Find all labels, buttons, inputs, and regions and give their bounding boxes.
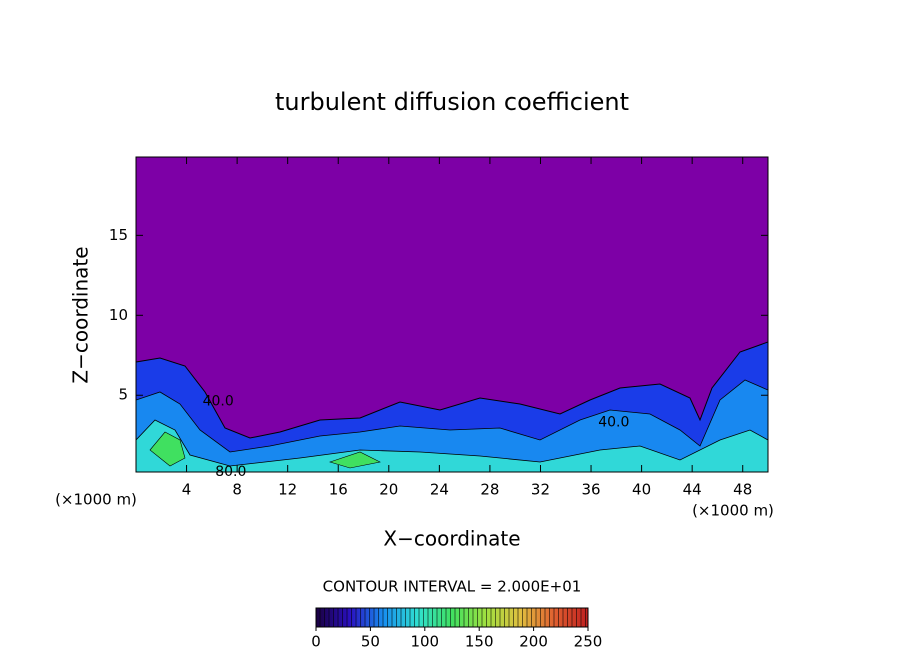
x-tick-label: 20: [379, 481, 398, 499]
colorbar-tick-label: 200: [519, 633, 548, 651]
plot-frame: [135, 156, 769, 473]
x-tick-label: 32: [531, 481, 550, 499]
colorbar-label: CONTOUR INTERVAL = 2.000E+01: [323, 578, 582, 596]
colorbar-tick-label: 50: [361, 633, 380, 651]
colorbar-frame: [315, 607, 589, 628]
contour-label: 40.0: [598, 414, 629, 430]
field-detail: [136, 341, 768, 472]
y-tick-label: 15: [109, 226, 128, 244]
x-tick-label: 16: [329, 481, 348, 499]
y-axis-label: Z−coordinate: [69, 246, 93, 383]
colorbar-tick-label: 250: [574, 633, 603, 651]
colorbar-tick-label: 150: [465, 633, 494, 651]
field-region: [136, 419, 768, 472]
colorbar-contours: [316, 608, 588, 627]
colorbar-tick-label: 0: [311, 633, 321, 651]
x-tick-label: 28: [480, 481, 499, 499]
x-tick-label: 44: [683, 481, 702, 499]
x-tick-label: 12: [278, 481, 297, 499]
field-region: [149, 431, 381, 469]
contour-label: 40.0: [203, 394, 234, 410]
x-unit-label: (×1000 m): [692, 502, 774, 520]
x-tick-label: 40: [632, 481, 651, 499]
x-unit-label: (×1000 m): [55, 491, 137, 509]
y-tick-label: 5: [118, 386, 128, 404]
x-tick-label: 4: [182, 481, 192, 499]
y-tick-label: 10: [109, 306, 128, 324]
contour-label: 80.0: [215, 464, 246, 480]
x-tick-label: 24: [430, 481, 449, 499]
x-tick-label: 48: [733, 481, 752, 499]
x-tick-label: 8: [232, 481, 242, 499]
chart-title: turbulent diffusion coefficient: [275, 88, 629, 116]
x-tick-label: 36: [581, 481, 600, 499]
x-axis-label: X−coordinate: [383, 527, 520, 551]
colorbar-tick-label: 100: [410, 633, 439, 651]
